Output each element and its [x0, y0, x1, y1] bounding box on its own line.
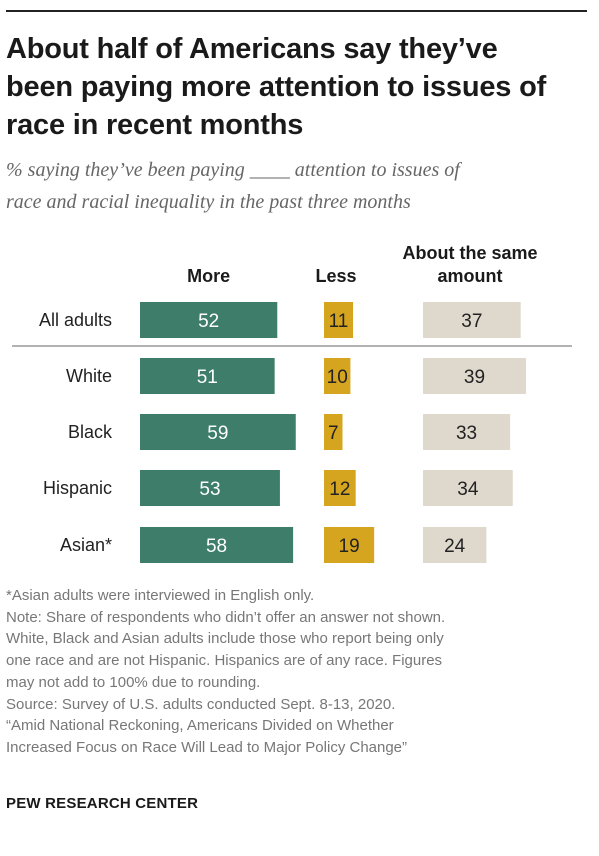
- category-label-asian: Asian*: [60, 535, 112, 555]
- column-header-about-the-same-amount: About the same: [402, 243, 537, 263]
- footnote-line: one race and are not Hispanic. Hispanics…: [6, 652, 443, 670]
- value-label-about-the-same-amount-all-adults: 37: [461, 311, 482, 332]
- footnote-line: White, Black and Asian adults include th…: [6, 630, 444, 648]
- category-label-black: Black: [68, 422, 113, 442]
- category-label-all-adults: All adults: [39, 310, 112, 330]
- footnotes: *Asian adults were interviewed in Englis…: [6, 585, 591, 759]
- column-header-about-the-same-amount: amount: [438, 266, 503, 286]
- chart-title: About half of Americans say they’ve been…: [6, 30, 591, 144]
- bar-less-white: [324, 358, 351, 394]
- value-label-more-all-adults: 52: [198, 311, 219, 332]
- footnote-line: “Amid National Reckoning, Americans Divi…: [6, 717, 394, 735]
- value-label-about-the-same-amount-asian: 24: [444, 536, 466, 557]
- bar-less-all-adults: [324, 302, 354, 338]
- title-line: race in recent months: [6, 109, 304, 141]
- value-label-less-white: 10: [327, 367, 348, 388]
- value-label-less-black: 7: [328, 423, 339, 444]
- subtitle-line: race and racial inequality in the past t…: [6, 191, 411, 213]
- bar-about-the-same-amount-asian: [423, 527, 487, 563]
- value-label-more-black: 59: [207, 423, 228, 444]
- category-label-white: White: [66, 366, 112, 386]
- column-header-more: More: [187, 266, 230, 286]
- top-rule: [6, 10, 587, 12]
- column-header-less: Less: [315, 266, 356, 286]
- bar-less-asian: [324, 527, 375, 563]
- footnote-line: Source: Survey of U.S. adults conducted …: [6, 695, 396, 713]
- footnote-line: *Asian adults were interviewed in Englis…: [6, 587, 315, 604]
- bar-more-black: [140, 414, 296, 450]
- footnote-line: may not add to 100% due to rounding.: [6, 673, 261, 691]
- value-label-more-white: 51: [197, 367, 218, 388]
- value-label-about-the-same-amount-hispanic: 34: [457, 479, 479, 500]
- bar-less-black: [324, 414, 343, 450]
- brand-name: PEW RESEARCH CENTER: [6, 795, 199, 812]
- bar-about-the-same-amount-white: [423, 358, 526, 394]
- subtitle-line: % saying they’ve been paying ____ attent…: [6, 159, 460, 181]
- bar-less-hispanic: [324, 470, 356, 506]
- bar-about-the-same-amount-black: [423, 414, 511, 450]
- bar-chart: More Less About the same amount All adults 52…: [12, 243, 572, 563]
- bar-more-hispanic: [140, 470, 280, 506]
- value-label-less-asian: 19: [339, 536, 360, 557]
- chart-subtitle: % saying they’ve been paying ____ attent…: [6, 154, 591, 218]
- bar-about-the-same-amount-all-adults: [423, 302, 521, 338]
- title-line: been paying more attention to issues of: [6, 71, 547, 103]
- category-label-hispanic: Hispanic: [43, 478, 112, 498]
- bar-more-asian: [140, 527, 294, 563]
- footnote-line: Increased Focus on Race Will Lead to Maj…: [6, 738, 408, 756]
- value-label-more-hispanic: 53: [199, 479, 220, 500]
- value-label-about-the-same-amount-black: 33: [456, 423, 477, 444]
- bar-about-the-same-amount-hispanic: [423, 470, 513, 506]
- value-label-less-hispanic: 12: [329, 479, 350, 500]
- title-line: About half of Americans say they’ve: [6, 33, 498, 65]
- value-label-more-asian: 58: [206, 536, 227, 557]
- value-label-less-all-adults: 11: [329, 311, 349, 332]
- value-label-about-the-same-amount-white: 39: [464, 367, 485, 388]
- bar-more-all-adults: [140, 302, 278, 338]
- bar-more-white: [140, 358, 275, 394]
- footnote-line: Note: Share of respondents who didn’t of…: [6, 608, 446, 626]
